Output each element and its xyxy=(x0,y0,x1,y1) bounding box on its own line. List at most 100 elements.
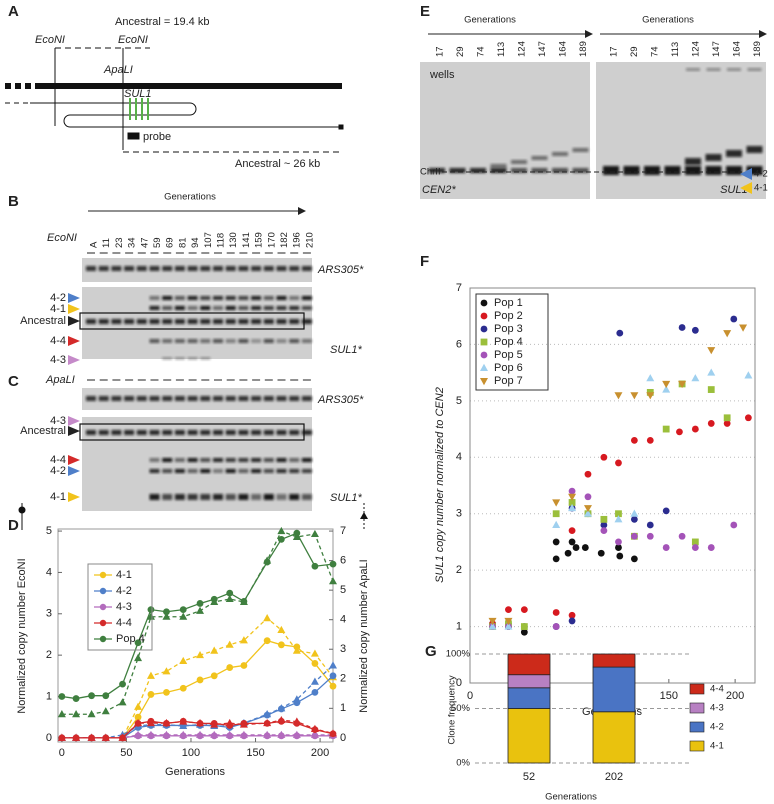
gel-band xyxy=(149,319,160,324)
point xyxy=(678,324,686,331)
lane-label: 147 xyxy=(537,41,548,57)
point xyxy=(568,493,577,501)
gel-band xyxy=(136,396,147,401)
y2-tick-label: 3 xyxy=(340,643,346,655)
lane-label: 210 xyxy=(304,232,315,248)
site-label: EcoNI xyxy=(118,34,148,46)
point xyxy=(179,721,188,730)
gel-band xyxy=(162,306,173,310)
lane-label: 47 xyxy=(139,237,150,248)
point xyxy=(87,710,96,718)
band-arrow xyxy=(68,455,80,465)
gel-band xyxy=(289,430,300,435)
gel-band xyxy=(276,339,287,343)
lane-label: 147 xyxy=(711,41,722,57)
gel-band xyxy=(174,266,185,271)
lane-label: 189 xyxy=(752,41,763,57)
point xyxy=(707,544,715,551)
point xyxy=(226,589,234,597)
gel-band xyxy=(225,296,236,300)
gel-band xyxy=(187,430,198,435)
gel-band xyxy=(174,357,185,360)
point xyxy=(179,612,188,620)
point xyxy=(691,538,699,546)
y-tick-label: 5 xyxy=(46,525,52,537)
x-tick-label: 202 xyxy=(605,771,623,783)
legend-label: Pop 5 xyxy=(494,349,523,361)
legend-marker xyxy=(99,635,107,643)
gel-band xyxy=(251,458,262,462)
point xyxy=(568,503,577,512)
point xyxy=(263,730,272,738)
point xyxy=(179,656,188,665)
bar-segment xyxy=(507,674,551,689)
gel-band xyxy=(225,266,236,271)
point xyxy=(58,693,66,700)
point xyxy=(179,606,187,614)
legend-label: 4-2 xyxy=(116,585,132,597)
probe-label: CEN2* xyxy=(422,184,456,196)
gel-band xyxy=(124,319,135,324)
gel-band xyxy=(727,68,741,71)
point xyxy=(210,730,219,738)
gel-band xyxy=(238,266,249,271)
gel-band xyxy=(603,166,619,175)
point xyxy=(329,577,337,585)
gel-band xyxy=(225,494,236,500)
band-label: 4-2 xyxy=(754,169,768,180)
point xyxy=(662,380,671,389)
point xyxy=(662,425,670,433)
point xyxy=(146,718,155,727)
lane-label: 189 xyxy=(578,41,589,57)
legend-label: 4-3 xyxy=(116,601,132,613)
legend-label: Pop 2 xyxy=(494,310,523,322)
point xyxy=(146,612,155,620)
legend-label: 4-1 xyxy=(116,569,132,581)
gel-band xyxy=(213,430,223,435)
point xyxy=(329,560,337,568)
lane-label: 94 xyxy=(190,237,201,248)
point xyxy=(292,532,301,540)
gel-band xyxy=(187,339,198,343)
point xyxy=(552,623,560,630)
y-tick-label: 0 xyxy=(456,677,462,689)
point xyxy=(196,676,204,684)
point xyxy=(630,515,638,523)
lane-label: 141 xyxy=(241,232,252,248)
gene-label: SUL1 xyxy=(124,88,152,100)
gel-band xyxy=(187,306,198,310)
point xyxy=(240,662,248,669)
gel-band xyxy=(213,339,223,343)
gel-band xyxy=(200,357,211,360)
x-tick-label: 200 xyxy=(726,690,744,702)
legend-marker xyxy=(480,299,488,307)
point xyxy=(87,733,96,741)
point xyxy=(163,608,170,616)
bar-segment xyxy=(507,653,551,676)
lane-label: 159 xyxy=(254,232,265,248)
point xyxy=(614,392,623,400)
point xyxy=(329,729,337,737)
gel-band xyxy=(263,319,274,324)
point xyxy=(72,710,81,718)
point xyxy=(744,414,752,422)
gel-cen2 xyxy=(420,62,590,199)
lane-label: 23 xyxy=(114,237,125,248)
legend-label: 4-2 xyxy=(710,722,724,733)
band-arrow xyxy=(68,304,80,314)
legend-swatch xyxy=(689,702,705,714)
gel-band xyxy=(136,319,147,324)
lane-label: 182 xyxy=(279,232,290,248)
point xyxy=(134,718,143,727)
probe-label: SUL1* xyxy=(330,344,363,356)
y-tick-label: 1 xyxy=(456,620,462,632)
y2-tick-label: 7 xyxy=(340,525,346,537)
point xyxy=(162,718,171,727)
gel-band xyxy=(301,306,312,310)
gel-band xyxy=(174,319,185,324)
point xyxy=(210,597,219,605)
point xyxy=(179,684,187,692)
point xyxy=(310,529,319,538)
point xyxy=(646,521,654,529)
point xyxy=(630,436,638,444)
